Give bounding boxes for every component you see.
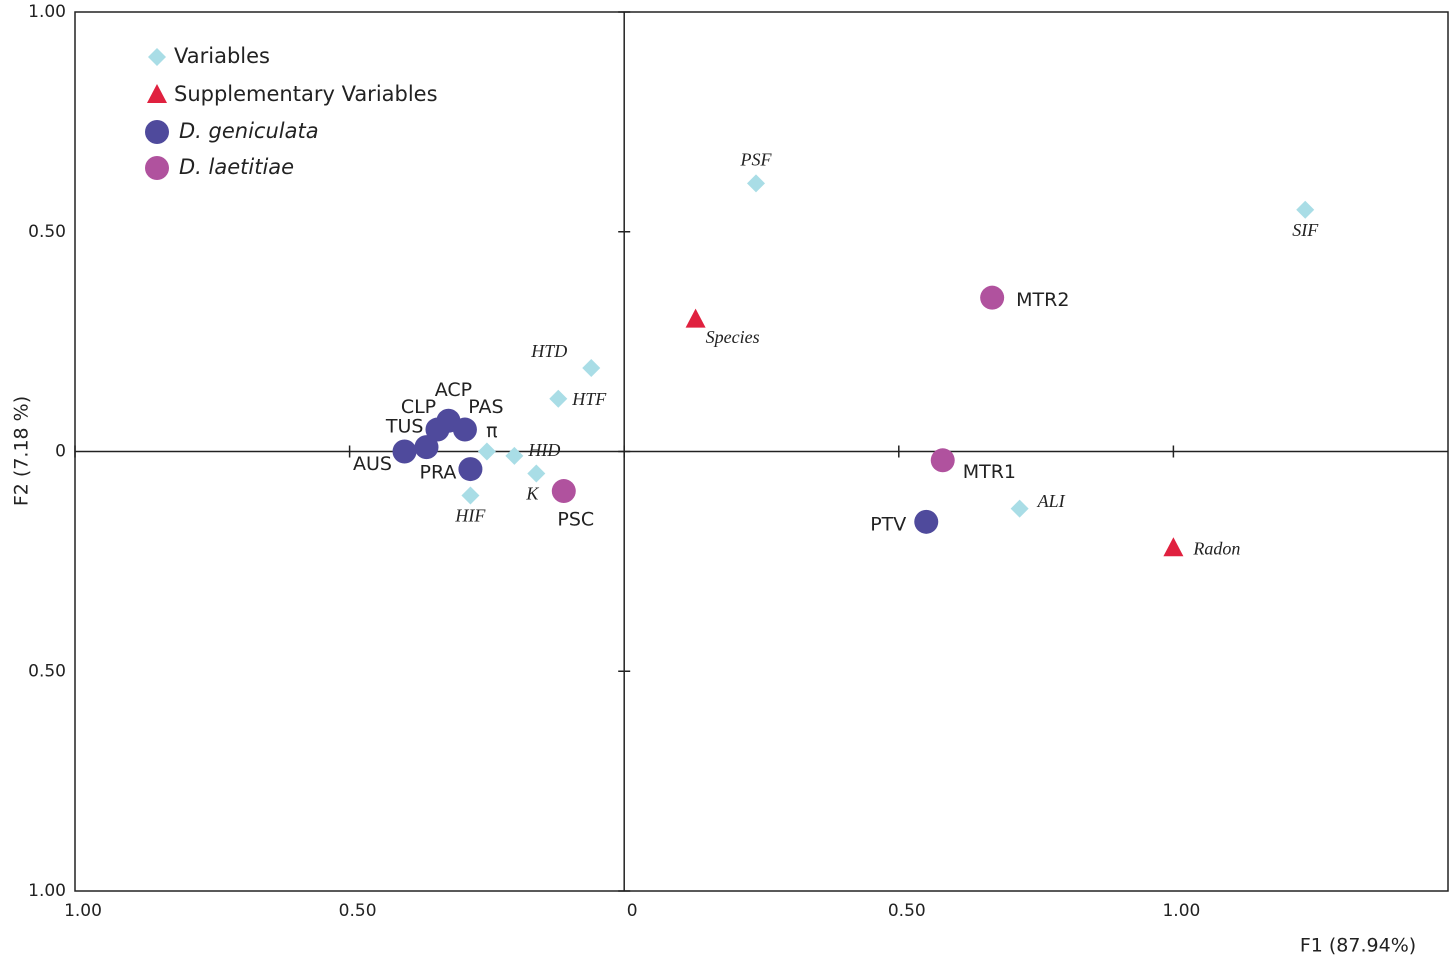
y-axis-label: F2 (7.18 %)	[11, 396, 33, 506]
point-label: PRA	[420, 462, 457, 484]
diamond-marker	[1010, 499, 1029, 518]
circle-marker	[145, 120, 169, 144]
diamond-marker	[477, 442, 496, 461]
point-label: HID	[527, 440, 560, 460]
diamond-marker	[148, 48, 166, 66]
circle-marker	[980, 285, 1005, 310]
y-tick-label: 1.00	[28, 2, 66, 22]
point-label: MTR1	[963, 461, 1016, 483]
triangle-marker	[1163, 537, 1184, 557]
legend-label: D. geniculata	[179, 119, 319, 143]
legend-label: D. laetitiae	[179, 155, 294, 179]
point-label: TUS	[385, 416, 424, 438]
circle-marker	[425, 417, 450, 442]
x-axis-label: F1 (87.94%)	[1300, 935, 1416, 957]
diamond-marker	[527, 464, 546, 483]
y-tick-label: 0	[55, 442, 66, 462]
circle-marker	[414, 435, 439, 460]
point-label: ALI	[1037, 491, 1066, 511]
legend-label: Variables	[174, 44, 270, 68]
point-label: PAS	[468, 396, 503, 418]
diamond-marker	[1296, 200, 1315, 219]
diamond-marker	[461, 486, 480, 505]
point-label: CLP	[401, 396, 436, 418]
y-tick-label: 1.00	[28, 881, 66, 901]
x-tick-label: 0	[627, 901, 638, 921]
circle-marker	[914, 509, 939, 534]
x-tick-label: 0.50	[888, 901, 926, 921]
triangle-marker	[147, 84, 167, 103]
diamond-marker	[505, 446, 524, 465]
x-tick-label: 0.50	[339, 901, 377, 921]
point-label: SIF	[1292, 220, 1319, 240]
circle-marker	[145, 156, 169, 180]
point-label: HTF	[571, 389, 607, 409]
diamond-marker	[582, 358, 601, 377]
y-tick-label: 0.50	[28, 222, 66, 242]
point-label: AUS	[353, 453, 392, 475]
point-label: PSF	[740, 150, 773, 170]
circle-marker	[458, 457, 483, 482]
triangle-marker	[685, 308, 706, 328]
circle-marker	[452, 417, 477, 442]
point-label: K	[525, 484, 539, 504]
x-tick-label: 1.00	[1162, 901, 1200, 921]
point-label: ACP	[435, 379, 472, 401]
y-tick-label: 0.50	[28, 661, 66, 681]
point-label: HIF	[454, 506, 486, 526]
circle-marker	[392, 439, 417, 464]
circle-marker	[930, 448, 955, 473]
circle-marker	[551, 479, 576, 504]
point-label: Species	[706, 327, 760, 347]
diamond-marker	[549, 389, 568, 408]
point-label: π	[486, 420, 497, 442]
point-label: MTR2	[1016, 289, 1069, 311]
point-label: Radon	[1192, 538, 1240, 558]
x-tick-label: 1.00	[64, 901, 102, 921]
legend-label: Supplementary Variables	[174, 82, 438, 106]
point-label: PTV	[870, 513, 906, 535]
point-label: HTD	[530, 341, 567, 361]
diamond-marker	[747, 174, 766, 193]
point-label: PSC	[557, 509, 594, 531]
